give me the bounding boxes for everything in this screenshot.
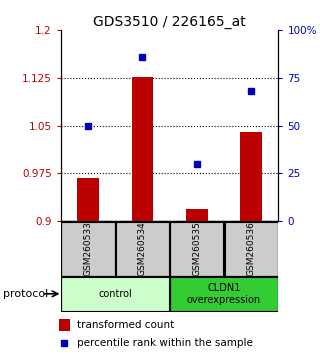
Bar [240, 132, 262, 221]
Text: percentile rank within the sample: percentile rank within the sample [77, 338, 253, 348]
Text: control: control [98, 289, 132, 299]
Text: CLDN1
overexpression: CLDN1 overexpression [187, 283, 261, 305]
Text: GSM260533: GSM260533 [84, 221, 92, 276]
Bar [61, 222, 115, 275]
Bar [170, 222, 223, 275]
Text: transformed count: transformed count [77, 320, 174, 330]
Bar [77, 178, 99, 221]
Bar [116, 222, 169, 275]
Text: GSM260535: GSM260535 [192, 221, 201, 276]
Bar [186, 209, 208, 221]
Bar [170, 277, 278, 311]
Bar [61, 277, 169, 311]
Text: protocol: protocol [3, 289, 48, 299]
Text: GSM260536: GSM260536 [247, 221, 256, 276]
Bar [59, 319, 70, 331]
Title: GDS3510 / 226165_at: GDS3510 / 226165_at [93, 15, 246, 29]
Text: GSM260534: GSM260534 [138, 221, 147, 276]
Bar [225, 222, 278, 275]
Bar [132, 77, 153, 221]
